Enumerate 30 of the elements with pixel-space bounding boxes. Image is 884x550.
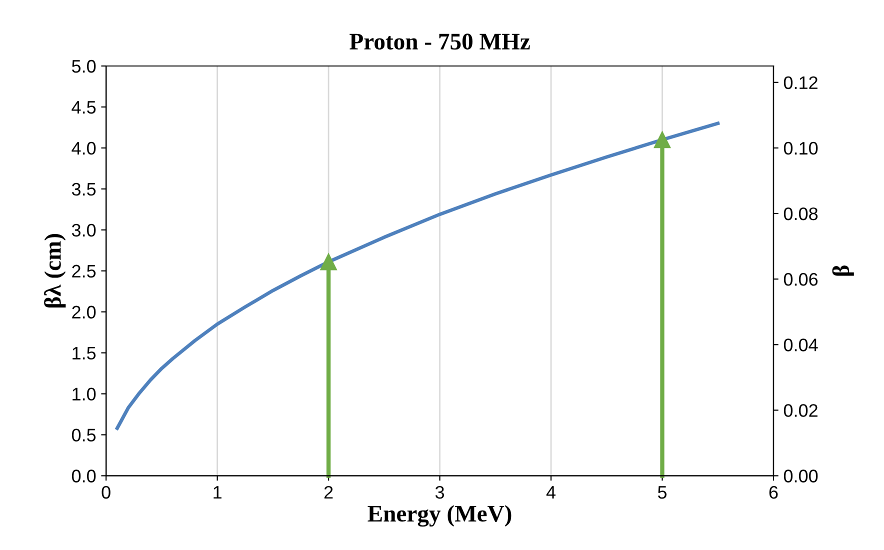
y-tick-label: 0.5 bbox=[72, 428, 96, 442]
y-tick-label: 1.0 bbox=[72, 388, 96, 401]
y-tick-label: 0.0 bbox=[72, 470, 96, 482]
y-tick-label: 2.0 bbox=[72, 306, 96, 319]
y-axis-title: βλ (cm) bbox=[44, 234, 66, 308]
y2-tick-label: 0.10 bbox=[784, 142, 818, 155]
y2-tick-label: 0.08 bbox=[784, 207, 818, 220]
y-tick-label: 3.5 bbox=[72, 182, 96, 196]
y-tick-label: 1.5 bbox=[72, 346, 96, 360]
line-series bbox=[115, 122, 720, 430]
y-tick-label: 2.5 bbox=[72, 264, 96, 278]
y-tick-label: 3.0 bbox=[72, 224, 96, 237]
x-tick-label: 4 bbox=[546, 486, 556, 499]
x-tick-label: 5 bbox=[658, 486, 667, 499]
chart-title: Proton - 750 MHz bbox=[350, 34, 530, 50]
x-tick-label: 6 bbox=[769, 486, 778, 499]
y2-axis-title: β bbox=[832, 265, 854, 276]
y2-tick-label: 0.02 bbox=[784, 404, 818, 417]
y2-tick-label: 0.04 bbox=[784, 338, 818, 352]
y-tick-label: 5.0 bbox=[72, 60, 96, 73]
y2-tick-label: 0.06 bbox=[784, 273, 818, 286]
y2-tick-label: 0.12 bbox=[784, 76, 818, 90]
x-tick-label: 1 bbox=[214, 486, 222, 499]
x-axis-title: Energy (MeV) bbox=[368, 505, 512, 527]
x-tick-label: 2 bbox=[324, 486, 333, 499]
y-tick-label: 4.5 bbox=[72, 101, 96, 114]
y2-tick-label: 0.00 bbox=[784, 470, 818, 482]
x-tick-label: 3 bbox=[435, 486, 444, 499]
x-tick-label: 0 bbox=[102, 486, 110, 499]
y-tick-label: 4.0 bbox=[72, 142, 96, 155]
